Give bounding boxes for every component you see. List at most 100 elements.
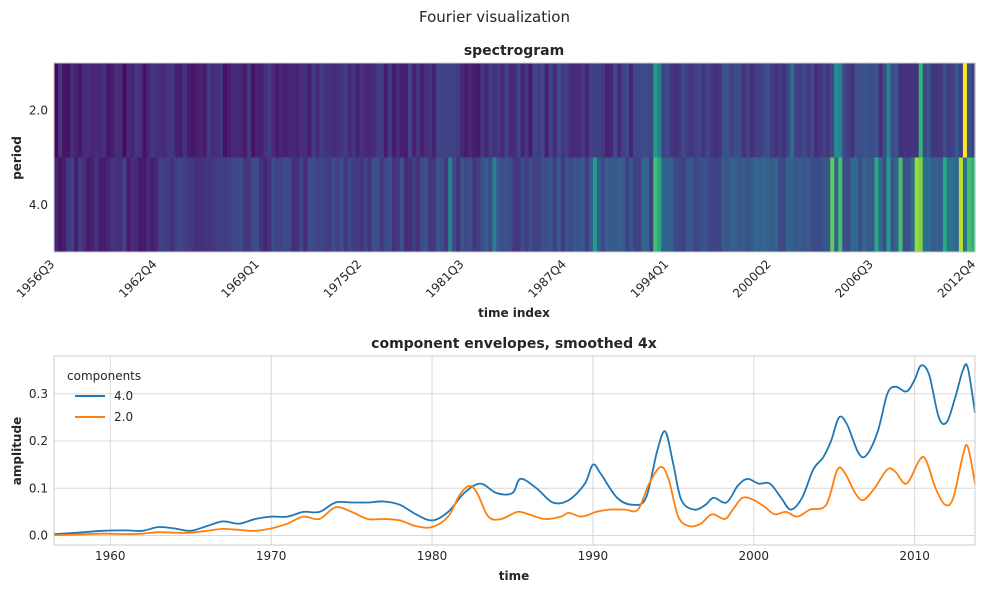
heatmap-cell bbox=[677, 157, 682, 252]
heatmap-cell bbox=[279, 157, 284, 252]
heatmap-cell bbox=[222, 157, 228, 252]
heatmap-cell bbox=[472, 63, 477, 158]
heatmap-cell bbox=[882, 63, 888, 158]
heatmap-cell bbox=[311, 63, 317, 158]
heatmap-cell bbox=[548, 157, 554, 252]
heatmap-cell bbox=[110, 157, 115, 252]
heatmap-cell bbox=[243, 157, 248, 252]
heatmap-cell bbox=[395, 63, 401, 158]
heatmap-cell bbox=[669, 157, 674, 252]
heatmap-cell bbox=[371, 157, 377, 252]
heatmap-cell bbox=[802, 157, 807, 252]
heatmap-cell bbox=[182, 157, 188, 252]
heatmap-cell bbox=[769, 157, 775, 252]
heatmap-cell bbox=[335, 63, 341, 158]
heatmap-cell bbox=[74, 63, 79, 158]
heatmap-cell bbox=[854, 157, 859, 252]
heatmap-cell bbox=[842, 63, 847, 158]
y-tick-label: 0.3 bbox=[29, 387, 48, 401]
heatmap-x-tick-label: 2006Q3 bbox=[832, 257, 876, 301]
heatmap-cell bbox=[898, 157, 904, 252]
heatmap-cell bbox=[98, 157, 103, 252]
heatmap-cell bbox=[918, 157, 924, 252]
heatmap-cell bbox=[765, 63, 771, 158]
heatmap-x-tick-label: 2000Q2 bbox=[730, 257, 774, 301]
legend-label-2.0: 2.0 bbox=[114, 410, 133, 424]
heatmap-cell bbox=[424, 157, 429, 252]
heatmap-x-tick-label: 2012Q4 bbox=[935, 257, 979, 301]
heatmap-cell bbox=[753, 63, 759, 158]
heatmap-cell bbox=[102, 157, 107, 252]
heatmap-cell bbox=[532, 157, 538, 252]
heatmap-cell bbox=[138, 63, 144, 158]
spectrogram-ylabel: period bbox=[10, 136, 24, 180]
heatmap-cell bbox=[484, 157, 489, 252]
heatmap-cell bbox=[938, 157, 944, 252]
heatmap-cell bbox=[596, 63, 602, 158]
heatmap-cell bbox=[930, 63, 936, 158]
y-tick-label: 0.0 bbox=[29, 529, 48, 543]
heatmap-cell bbox=[600, 157, 606, 252]
heatmap-cell bbox=[910, 63, 916, 158]
heatmap-cell bbox=[806, 63, 811, 158]
heatmap-cell bbox=[886, 63, 892, 158]
heatmap-cell bbox=[761, 63, 767, 158]
heatmap-cell bbox=[226, 157, 232, 252]
heatmap-cell bbox=[130, 157, 136, 252]
heatmap-cell bbox=[54, 157, 59, 252]
heatmap-cell bbox=[544, 157, 550, 252]
heatmap-cell bbox=[689, 63, 695, 158]
heatmap-cell bbox=[142, 157, 148, 252]
heatmap-cell bbox=[142, 63, 148, 158]
heatmap-cell bbox=[428, 63, 433, 158]
heatmap-cell bbox=[267, 157, 272, 252]
heatmap-cell bbox=[295, 63, 300, 158]
heatmap-cell bbox=[472, 157, 477, 252]
heatmap-cell bbox=[954, 63, 960, 158]
heatmap-cell bbox=[677, 63, 682, 158]
heatmap-cell bbox=[94, 157, 99, 252]
heatmap-cell bbox=[914, 157, 920, 252]
heatmap-cell bbox=[363, 157, 369, 252]
x-tick-label: 2000 bbox=[739, 549, 770, 563]
heatmap-x-tick-label: 1975Q2 bbox=[321, 257, 365, 301]
heatmap-cell bbox=[946, 157, 952, 252]
heatmap-cell bbox=[367, 63, 373, 158]
heatmap-cell bbox=[773, 63, 779, 158]
heatmap-row-labels: 2.0 4.0 bbox=[29, 103, 48, 212]
heatmap-cell bbox=[275, 157, 280, 252]
heatmap-cell bbox=[596, 157, 602, 252]
heatmap-cell bbox=[701, 157, 707, 252]
heatmap-cell bbox=[769, 63, 775, 158]
heatmap-cell bbox=[122, 157, 127, 252]
heatmap-cell bbox=[717, 157, 723, 252]
heatmap-cell bbox=[460, 157, 465, 252]
heatmap-cell bbox=[58, 63, 63, 158]
heatmap-cell bbox=[528, 63, 534, 158]
heatmap-cell bbox=[765, 157, 771, 252]
heatmap-cell bbox=[476, 157, 481, 252]
heatmap-cell bbox=[781, 63, 787, 158]
heatmap-cell bbox=[436, 63, 441, 158]
heatmap-cell bbox=[842, 157, 847, 252]
y-tick-labels: 0.0 0.1 0.2 0.3 bbox=[29, 387, 48, 543]
heatmap-cell bbox=[210, 63, 216, 158]
heatmap-cell bbox=[66, 63, 71, 158]
heatmap-cell bbox=[206, 157, 212, 252]
heatmap-cell bbox=[661, 157, 666, 252]
heatmap-cell bbox=[709, 63, 715, 158]
series-line-2.0 bbox=[53, 443, 976, 536]
heatmap-x-tick-labels: 1956Q3 1962Q4 1969Q1 1975Q2 1981Q3 1987Q4 1994… bbox=[14, 257, 979, 301]
heatmap-cell bbox=[822, 63, 827, 158]
heatmap-cell bbox=[785, 157, 791, 252]
heatmap-cell bbox=[902, 63, 908, 158]
heatmap-cell bbox=[347, 63, 353, 158]
heatmap-cell bbox=[174, 63, 180, 158]
heatmap-cell bbox=[508, 63, 514, 158]
heatmap-cell bbox=[713, 63, 719, 158]
heatmap-cell bbox=[568, 157, 574, 252]
heatmap-cell bbox=[657, 157, 662, 252]
heatmap-cell bbox=[78, 63, 83, 158]
heatmap-cell bbox=[552, 157, 558, 252]
heatmap-cell bbox=[174, 157, 180, 252]
